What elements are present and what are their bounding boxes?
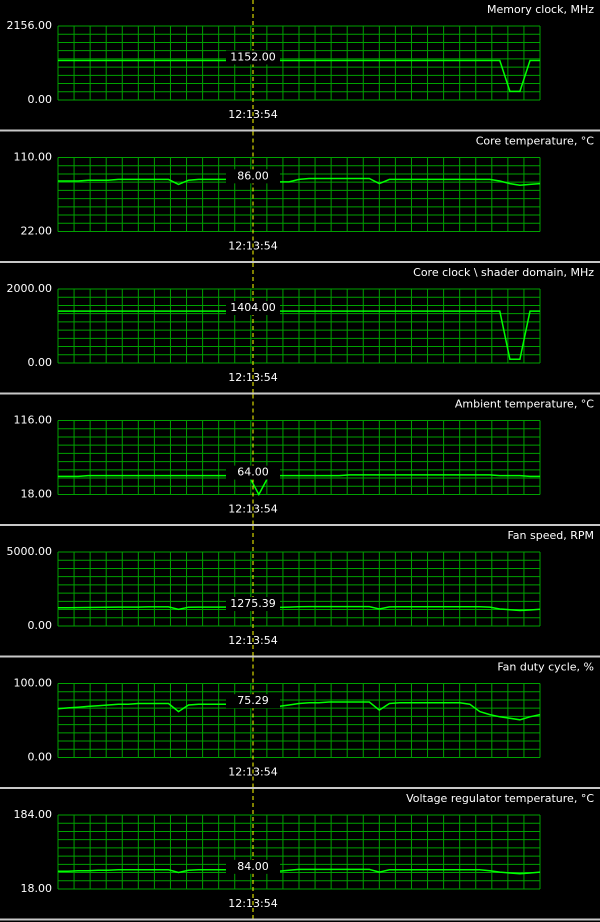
cursor-time: 12:13:54 [228, 634, 277, 647]
trace [58, 474, 540, 497]
cursor-label-bg [226, 597, 280, 612]
y-tick-label: 18.00 [21, 488, 53, 501]
panel-title: Core clock \ shader domain, MHz [413, 266, 594, 279]
cursor-time: 12:13:54 [228, 108, 277, 121]
cursor-time: 12:13:54 [228, 240, 277, 253]
panel-title: Core temperature, °C [476, 135, 595, 148]
panel-title: Fan speed, RPM [507, 529, 594, 542]
y-tick-label: 110.00 [14, 151, 53, 164]
cursor-label: 1152.00 [230, 50, 276, 63]
y-tick-label: 22.00 [21, 225, 53, 238]
cursor-time: 12:13:54 [228, 897, 277, 910]
cursor-label-bg [226, 859, 280, 874]
y-tick-label: 0.00 [28, 93, 53, 106]
panel-title: Ambient temperature, °C [455, 398, 594, 411]
y-tick-label: 2156.00 [7, 19, 53, 32]
cursor-time: 12:13:54 [228, 503, 277, 516]
y-tick-label: 0.00 [28, 751, 53, 764]
cursor-label: 64.00 [237, 466, 269, 479]
trace [57, 701, 541, 721]
y-tick-label: 18.00 [21, 882, 53, 895]
cursor-label: 75.29 [237, 694, 269, 707]
cursor-label: 1404.00 [230, 301, 276, 314]
panel-title: Fan duty cycle, % [497, 661, 594, 674]
cursor-label-bg [226, 169, 280, 184]
cursor-label: 84.00 [237, 860, 269, 873]
trace [58, 310, 540, 361]
cursor-label-bg [226, 694, 280, 709]
cursor-label-bg [226, 301, 280, 316]
y-tick-label: 116.00 [14, 414, 53, 427]
y-tick-label: 184.00 [14, 808, 53, 821]
cursor-time: 12:13:54 [228, 371, 277, 384]
trace [58, 868, 541, 875]
trace [58, 59, 540, 93]
trace [58, 605, 541, 612]
trace [58, 177, 541, 187]
y-tick-label: 100.00 [14, 677, 53, 690]
cursor-label: 1275.39 [230, 597, 276, 610]
y-tick-label: 2000.00 [7, 282, 53, 295]
cursor-time: 12:13:54 [228, 766, 277, 779]
cursor-label-bg [226, 465, 280, 480]
panel-title: Voltage regulator temperature, °C [406, 792, 594, 805]
y-tick-label: 0.00 [28, 356, 53, 369]
cursor-label-bg [226, 50, 280, 65]
panel-title: Memory clock, MHz [487, 3, 594, 16]
cursor-label: 86.00 [237, 169, 269, 182]
y-tick-label: 5000.00 [7, 545, 53, 558]
y-tick-label: 0.00 [28, 619, 53, 632]
